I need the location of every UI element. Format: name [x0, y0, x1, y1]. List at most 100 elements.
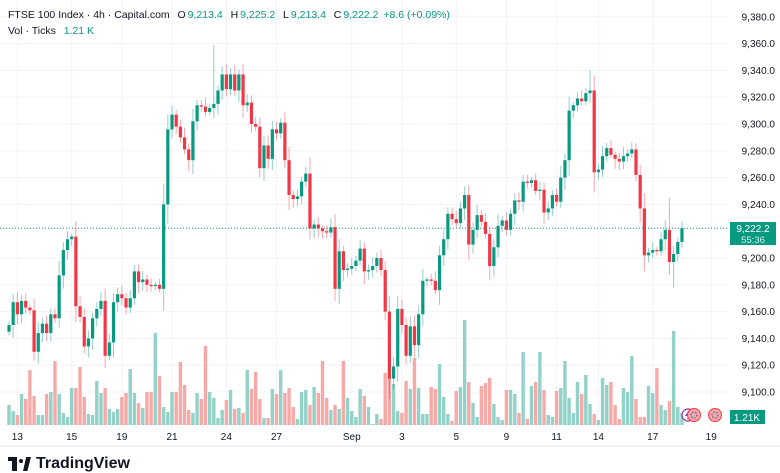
candle-body: [563, 160, 567, 178]
candle-body: [483, 221, 488, 234]
volume-value: 1.21 K: [63, 25, 95, 37]
price-tick-label: 9,260.0: [742, 173, 776, 184]
volume-bar: [11, 411, 15, 425]
volume-bar: [408, 389, 412, 425]
open-value: 9,213.4: [187, 9, 223, 21]
candle-body: [626, 153, 630, 157]
candle-body: [362, 248, 366, 272]
volume-bar: [279, 370, 283, 425]
time-tick-label: 19: [706, 432, 718, 443]
candle-body: [86, 338, 91, 347]
volume-bar: [479, 386, 484, 425]
candle-body: [642, 208, 646, 256]
current-volume-label: 1.21K: [730, 410, 765, 424]
volume-bar: [308, 405, 312, 425]
symbol-title[interactable]: FTSE 100 Index · 4h · Capital.com: [8, 9, 170, 21]
volume-bar: [36, 415, 40, 425]
volume-bar: [462, 320, 467, 425]
volume-bar: [124, 393, 128, 425]
time-tick-label: 14: [593, 432, 605, 443]
time-tick-label: 15: [66, 432, 78, 443]
uk-flag-event-icon[interactable]: [708, 408, 722, 422]
volume-bar: [128, 369, 132, 425]
candle-body: [45, 323, 49, 334]
volume-bar: [404, 381, 408, 425]
candle-body: [412, 326, 417, 346]
candle-body: [316, 224, 320, 229]
price-tick-label: 9,120.0: [742, 361, 776, 372]
volume-bar: [283, 393, 287, 425]
candle-body: [28, 307, 32, 311]
volume-bar: [592, 414, 596, 425]
volume-bar: [634, 399, 638, 425]
volume-bar: [529, 386, 534, 425]
volume-bar: [383, 373, 387, 425]
flag-glyph: [690, 411, 698, 419]
volume-bar: [492, 404, 496, 425]
volume-bar: [337, 409, 341, 425]
flag-glyph: [711, 411, 719, 419]
volume-bar: [15, 415, 20, 425]
candle-body: [605, 148, 609, 157]
volume-bar: [40, 415, 45, 425]
candle-body: [61, 249, 65, 276]
volume-bar: [291, 407, 295, 425]
time-scale[interactable]: 13 15 19 21 24 27 Sep 3 5 9 11 14 17 19: [12, 432, 717, 443]
volume-bar: [170, 392, 174, 425]
candle-body: [433, 280, 437, 291]
volume-bar: [299, 392, 304, 425]
volume-bar: [32, 396, 36, 425]
time-tick-label: 3: [399, 432, 405, 443]
candle-body: [107, 342, 111, 356]
event-icons: [681, 408, 722, 422]
candle-body: [592, 90, 596, 173]
volume-bar: [533, 382, 538, 425]
volume-bar: [387, 377, 392, 425]
volume-bar: [245, 370, 249, 425]
candle-body: [333, 227, 337, 289]
candle-body: [287, 160, 291, 196]
time-tick-label: 13: [12, 432, 24, 443]
volume-bar: [241, 413, 245, 425]
candle-body: [534, 180, 538, 191]
candle-body: [220, 74, 224, 91]
candle-body: [496, 225, 500, 248]
tradingview-logo[interactable]: TradingView: [8, 455, 130, 473]
price-scale[interactable]: 9,380.0 9,360.0 9,340.0 9,320.0 9,300.0 9,280…: [742, 12, 776, 398]
volume-bar: [216, 418, 220, 425]
volume-bar: [270, 389, 275, 425]
uk-flag-event-icon[interactable]: [687, 408, 701, 422]
candle-body: [49, 314, 53, 334]
volume-bar: [312, 387, 316, 425]
candle-body: [646, 252, 651, 256]
volume-bar: [350, 411, 354, 425]
candle-body: [542, 189, 546, 213]
candle-body: [145, 279, 149, 285]
volume-title[interactable]: Vol · Ticks: [8, 25, 56, 37]
candle-body: [350, 266, 354, 269]
volume-bar: [295, 419, 300, 425]
volume-bar: [212, 398, 216, 425]
candle-body: [404, 325, 408, 356]
candle-body: [634, 149, 638, 175]
price-chart[interactable]: 9,380.0 9,360.0 9,340.0 9,320.0 9,300.0 9,280…: [0, 0, 780, 450]
candle-body: [329, 227, 333, 233]
volume-bar: [320, 361, 325, 425]
volume-bar: [44, 394, 49, 425]
candle-body: [550, 195, 554, 209]
volume-bar: [329, 410, 333, 425]
volume-bar: [625, 392, 630, 425]
candle-body: [279, 122, 283, 134]
candle-body: [233, 74, 237, 91]
candle-body: [70, 236, 74, 240]
volume-bar: [182, 385, 187, 425]
candle-body: [521, 181, 525, 202]
candle-body: [132, 271, 136, 299]
candle-body: [504, 220, 509, 230]
candle-body: [91, 318, 95, 339]
candle-body: [596, 169, 600, 173]
candle-body: [300, 181, 304, 197]
volume-bar: [546, 415, 550, 425]
volume-bar: [542, 390, 546, 425]
time-tick-label: 9: [504, 432, 510, 443]
